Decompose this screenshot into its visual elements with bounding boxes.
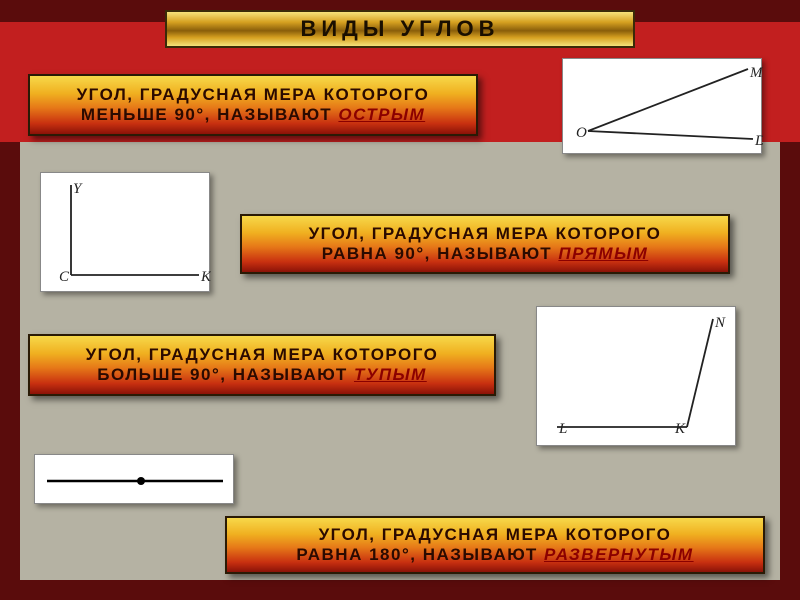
acute-line2: МЕНЬШЕ 90°, НАЗЫВАЮТ ОСТРЫМ — [81, 105, 425, 125]
svg-text:L: L — [558, 421, 567, 437]
obtuse-angle-svg: K N L — [537, 307, 737, 447]
acute-line1: УГОЛ, ГРАДУСНАЯ МЕРА КОТОРОГО — [77, 85, 430, 105]
straight-keyword: РАЗВЕРНУТЫМ — [544, 545, 694, 564]
acute-keyword: ОСТРЫМ — [338, 105, 425, 124]
page-title: ВИДЫ УГЛОВ — [300, 16, 499, 42]
svg-text:D: D — [754, 133, 763, 149]
right-line1: УГОЛ, ГРАДУСНАЯ МЕРА КОТОРОГО — [309, 224, 662, 244]
svg-text:O: O — [576, 125, 587, 141]
straight-line2: РАВНА 180°, НАЗЫВАЮТ РАЗВЕРНУТЫМ — [296, 545, 693, 565]
obtuse-keyword: ТУПЫМ — [354, 365, 427, 384]
definition-acute: УГОЛ, ГРАДУСНАЯ МЕРА КОТОРОГО МЕНЬШЕ 90°… — [28, 74, 478, 136]
svg-text:N: N — [714, 315, 726, 331]
straight-angle-svg — [35, 455, 235, 505]
obtuse-line2: БОЛЬШЕ 90°, НАЗЫВАЮТ ТУПЫМ — [97, 365, 427, 385]
obtuse-line1: УГОЛ, ГРАДУСНАЯ МЕРА КОТОРОГО — [86, 345, 439, 365]
diagram-acute: O M D — [562, 58, 762, 154]
svg-text:C: C — [59, 269, 70, 285]
definition-straight: УГОЛ, ГРАДУСНАЯ МЕРА КОТОРОГО РАВНА 180°… — [225, 516, 765, 574]
svg-text:K: K — [200, 269, 211, 285]
right-angle-svg: C Y K — [41, 173, 211, 293]
diagram-right: C Y K — [40, 172, 210, 292]
straight-line1: УГОЛ, ГРАДУСНАЯ МЕРА КОТОРОГО — [319, 525, 672, 545]
right-keyword: ПРЯМЫМ — [558, 244, 648, 263]
svg-text:M: M — [749, 65, 763, 81]
svg-text:K: K — [674, 421, 686, 437]
acute-angle-svg: O M D — [563, 59, 763, 155]
definition-right: УГОЛ, ГРАДУСНАЯ МЕРА КОТОРОГО РАВНА 90°,… — [240, 214, 730, 274]
diagram-straight — [34, 454, 234, 504]
diagram-obtuse: K N L — [536, 306, 736, 446]
svg-text:Y: Y — [73, 181, 83, 197]
definition-obtuse: УГОЛ, ГРАДУСНАЯ МЕРА КОТОРОГО БОЛЬШЕ 90°… — [28, 334, 496, 396]
title-box: ВИДЫ УГЛОВ — [165, 10, 635, 48]
right-line2: РАВНА 90°, НАЗЫВАЮТ ПРЯМЫМ — [322, 244, 648, 264]
